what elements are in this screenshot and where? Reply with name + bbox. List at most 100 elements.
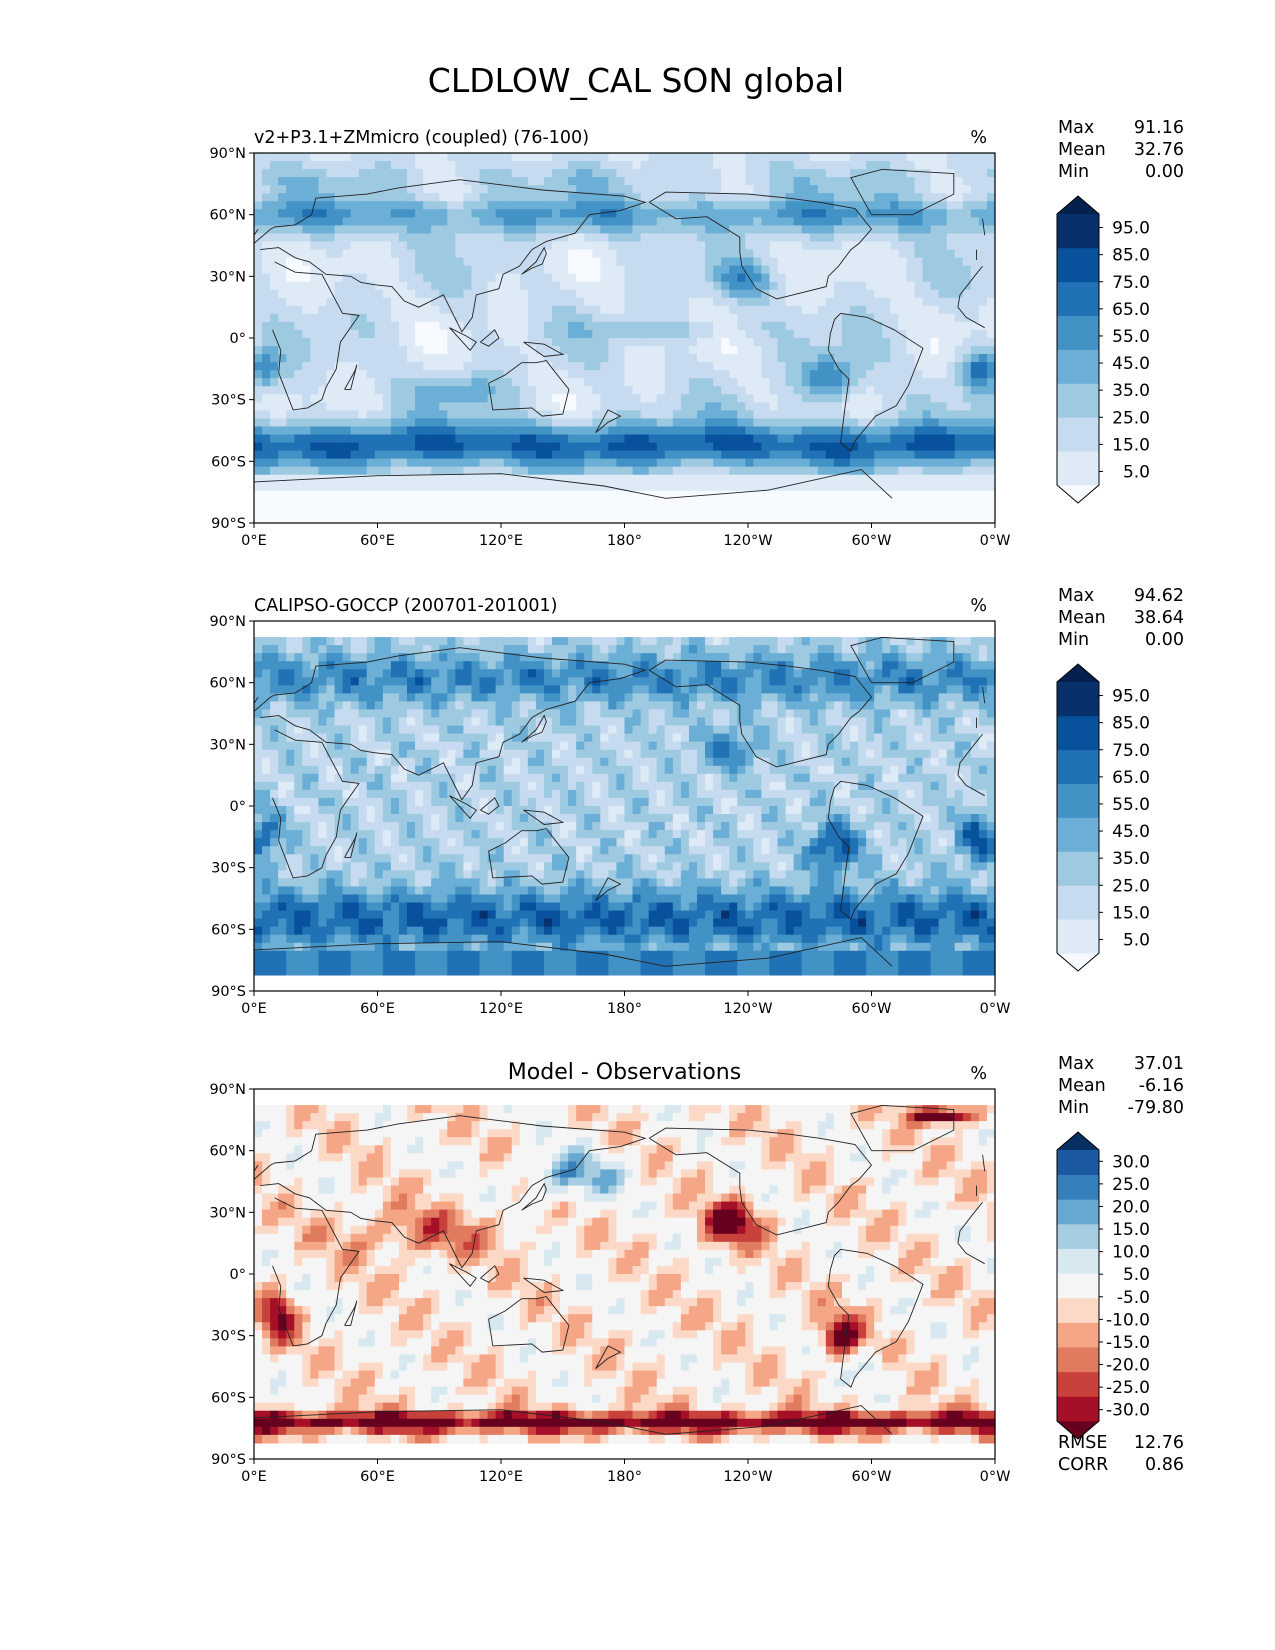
field-cell — [753, 305, 763, 315]
field-cell — [455, 193, 465, 202]
field-cell — [970, 677, 980, 686]
field-cell — [366, 490, 376, 500]
field-cell — [769, 193, 779, 202]
field-cell — [463, 273, 473, 283]
field-cell — [326, 201, 336, 210]
field-cell — [390, 233, 400, 243]
field-cell — [471, 466, 481, 476]
field-cell — [407, 177, 416, 186]
field-cell — [471, 402, 481, 411]
field-cell — [415, 645, 424, 654]
field-cell — [656, 257, 666, 267]
field-cell — [390, 177, 400, 186]
field-cell — [535, 394, 545, 403]
field-cell — [278, 185, 287, 194]
field-cell — [366, 201, 376, 210]
lat-tick-label: 0° — [230, 331, 246, 347]
field-cell — [721, 482, 730, 492]
field-cell — [511, 402, 521, 411]
field-cell — [398, 289, 408, 299]
field-cell — [874, 265, 883, 275]
coastline — [648, 191, 873, 300]
field-cell — [560, 645, 569, 654]
field-cell — [986, 265, 996, 275]
field-cell — [447, 418, 456, 428]
field-cell — [568, 434, 577, 444]
field-cell — [624, 514, 634, 524]
field-cell — [254, 281, 263, 291]
field-cell — [495, 354, 505, 363]
field-cell — [511, 498, 521, 508]
field-cell — [801, 329, 811, 339]
field-cell — [463, 402, 473, 411]
field-cell — [656, 321, 666, 331]
field-cell — [560, 653, 569, 662]
field-cell — [262, 297, 271, 307]
field-cell — [382, 329, 392, 339]
field-cell — [866, 394, 875, 403]
field-cell — [342, 466, 352, 476]
field-cell — [254, 402, 263, 411]
field-cell — [648, 217, 658, 226]
field-cell — [560, 249, 569, 259]
field-cell — [640, 442, 650, 452]
field-cell — [793, 482, 803, 492]
field-cell — [262, 169, 271, 178]
field-cell — [624, 209, 634, 218]
field-cell — [479, 693, 489, 703]
field-cell — [398, 217, 408, 226]
field-cell — [254, 354, 263, 363]
field-cell — [922, 677, 932, 686]
field-cell — [495, 693, 505, 703]
field-cell — [407, 249, 416, 259]
colorbar-bin — [1057, 383, 1099, 418]
field-cell — [278, 490, 287, 500]
field-cell — [890, 426, 899, 436]
field-cell — [455, 645, 465, 654]
field-cell — [640, 161, 650, 170]
field-cell — [254, 362, 263, 371]
field-cell — [672, 362, 682, 371]
field-cell — [632, 370, 642, 379]
field-cell — [962, 498, 972, 508]
field-cell — [705, 257, 714, 267]
field-cell — [568, 450, 577, 460]
field-cell — [882, 474, 891, 484]
field-cell — [398, 490, 408, 500]
field-cell — [511, 426, 521, 436]
field-cell — [729, 458, 738, 468]
field-cell — [793, 281, 803, 291]
field-cell — [576, 418, 585, 428]
field-cell — [342, 225, 352, 235]
field-cell — [342, 161, 352, 170]
field-cell — [318, 161, 328, 170]
field-cell — [326, 233, 336, 243]
field-cell — [350, 305, 360, 315]
field-cell — [447, 169, 456, 178]
field-cell — [310, 265, 320, 275]
field-cell — [576, 273, 585, 283]
field-cell — [463, 514, 473, 524]
field-cell — [326, 637, 336, 646]
field-cell — [366, 241, 376, 251]
field-cell — [431, 514, 440, 524]
field-cell — [793, 402, 803, 411]
field-cell — [463, 506, 473, 516]
field-cell — [729, 645, 738, 654]
field-cell — [938, 402, 948, 411]
field-cell — [640, 378, 650, 387]
field-cell — [471, 354, 481, 363]
field-cell — [624, 474, 634, 484]
field-cell — [817, 402, 827, 411]
field-cell — [447, 321, 456, 331]
field-cell — [656, 313, 666, 323]
field-cell — [431, 177, 440, 186]
field-cell — [286, 209, 295, 218]
field-cell — [962, 514, 972, 524]
field-cell — [423, 338, 432, 347]
field-cell — [858, 241, 867, 251]
field-cell — [479, 225, 489, 235]
field-cell — [986, 410, 996, 420]
field-cell — [455, 201, 465, 210]
field-cell — [552, 281, 561, 291]
